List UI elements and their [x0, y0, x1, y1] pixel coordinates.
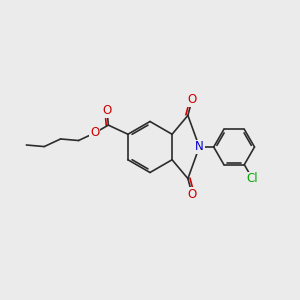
Text: O: O — [90, 126, 100, 140]
Text: O: O — [103, 104, 112, 117]
Text: Cl: Cl — [247, 172, 258, 185]
Text: O: O — [188, 93, 197, 106]
Text: N: N — [195, 140, 204, 154]
Text: O: O — [188, 188, 197, 201]
